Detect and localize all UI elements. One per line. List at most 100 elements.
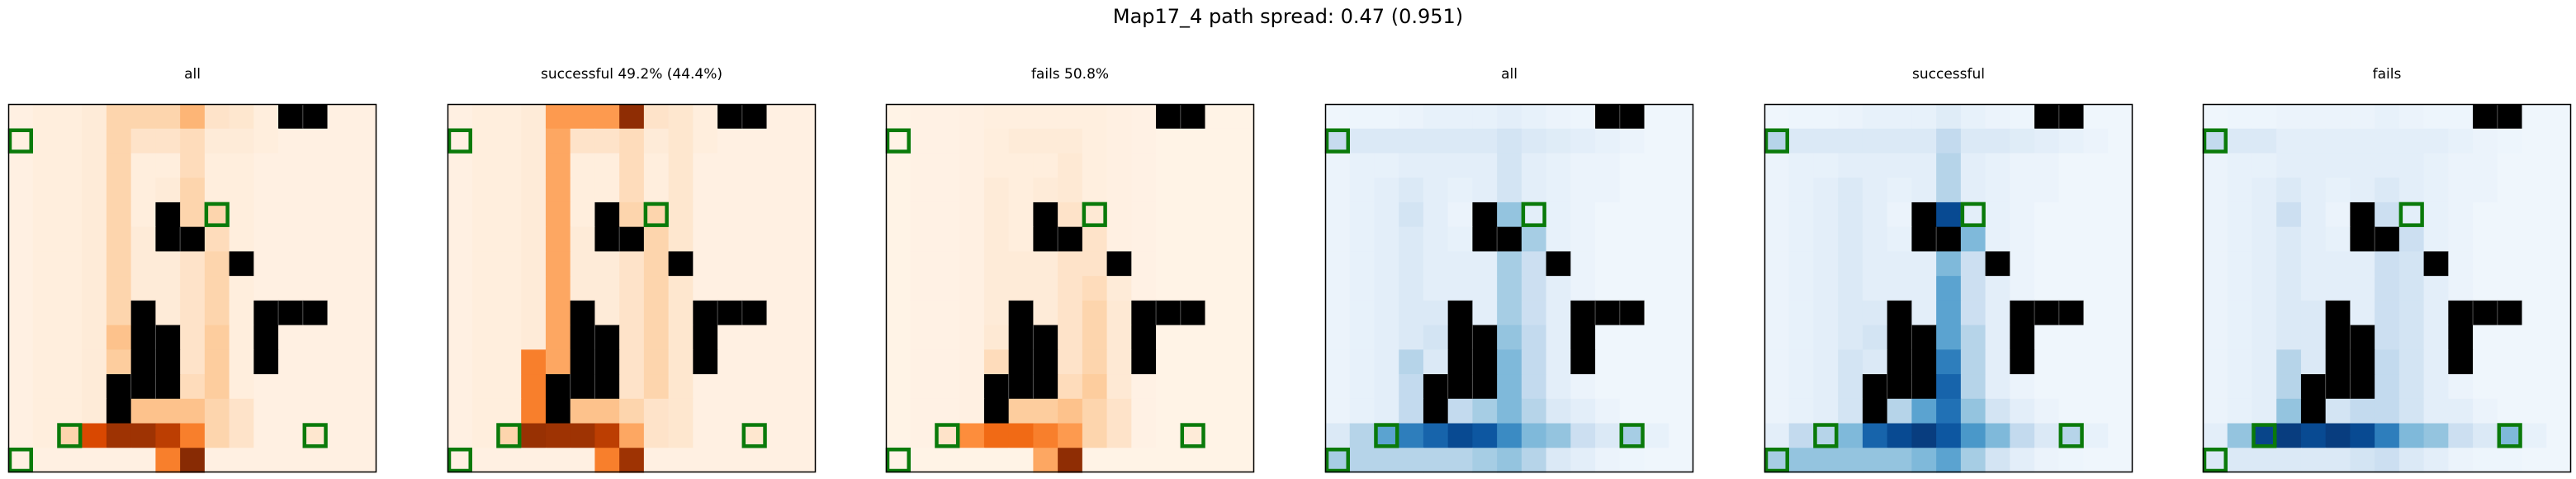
heatmap-cell [471,349,498,375]
heatmap-cell [1911,448,1937,473]
obstacle-cell [668,251,694,277]
heatmap-cell [2325,226,2351,252]
obstacle-cell [2325,300,2351,326]
panel-frame [447,103,817,473]
heatmap-cell [2325,128,2351,154]
heatmap-cell [521,374,547,400]
heatmap-cell [521,251,547,277]
heatmap-cell [791,104,817,130]
heatmap-cell [1521,178,1547,203]
heatmap-cell [2108,153,2133,178]
heatmap-cell [1180,128,1206,154]
heatmap-cell [2276,251,2302,277]
heatmap-cell [155,178,181,203]
heatmap-cell [1546,423,1571,448]
heatmap-cell [1229,374,1255,400]
heatmap-cell [521,300,547,326]
heatmap-cell [2227,325,2253,350]
heatmap-cell [2497,349,2523,375]
heatmap-cell [447,423,473,448]
heatmap-cell [741,374,768,400]
heatmap-cell [2058,276,2085,301]
heatmap-cell [8,251,34,277]
heatmap-cell [2058,226,2085,252]
heatmap-cell [1985,349,2010,375]
heatmap-cell [2058,423,2085,448]
heatmap-cell [1131,251,1157,277]
heatmap-cell [1788,202,1815,228]
heatmap-cell [2276,374,2302,400]
obstacle-cell [1472,349,1498,375]
heatmap-cell [2058,325,2085,350]
heatmap-cell [8,349,34,375]
heatmap-cell [229,202,254,228]
heatmap-cell [1497,398,1522,424]
heatmap-cell [1497,349,1522,375]
heatmap-cell [1838,202,1863,228]
heatmap-cell [204,226,230,252]
heatmap-cell [521,226,547,252]
heatmap-cell [2203,349,2228,375]
heatmap-cell [983,202,1010,228]
heatmap-cell [496,104,522,130]
heatmap-cell [155,251,181,277]
heatmap-cell [1644,178,1669,203]
heatmap-cell [643,300,670,326]
heatmap-cell [2497,423,2523,448]
heatmap-cell [570,226,595,252]
heatmap-cell [1521,325,1547,350]
heatmap-cell [1960,251,1986,277]
obstacle-cell [2300,374,2327,400]
heatmap-cell [2325,251,2351,277]
goal-marker [2398,202,2424,227]
heatmap-cell [2010,226,2035,252]
heatmap-cell [2227,374,2253,400]
heatmap-cell [1374,349,1399,375]
heatmap-cell [1033,398,1058,424]
heatmap-cell [741,202,768,228]
heatmap-cell [1644,128,1669,154]
heatmap-cell [1472,276,1498,301]
heatmap-cell [32,251,59,277]
heatmap-cell [2325,153,2351,178]
heatmap-cell [2300,325,2327,350]
heatmap-cell [959,325,985,350]
heatmap-cell [1058,178,1083,203]
heatmap-cell [1595,423,1621,448]
heatmap-cell [1595,153,1621,178]
heatmap-cell [2058,178,2085,203]
heatmap-cell [910,423,936,448]
heatmap-cell [1156,276,1181,301]
heatmap-cell [302,448,329,473]
heatmap-cell [910,178,936,203]
heatmap-cell [229,325,254,350]
panel-title: successful 49.2% (44.4%) [540,66,723,83]
heatmap-cell [791,374,817,400]
goal-marker [1960,202,1986,227]
heatmap-cell [496,325,522,350]
obstacle-cell [1447,349,1473,375]
heatmap-cell [496,300,522,326]
heatmap-cell [594,153,620,178]
obstacle-cell [545,398,571,424]
heatmap-cell [8,104,34,130]
heatmap-cell [32,226,59,252]
heatmap-cell [1521,448,1547,473]
heatmap-cell [1229,226,1255,252]
heatmap-cell [1180,251,1206,277]
obstacle-cell [983,374,1010,400]
heatmap-cell [1180,349,1206,375]
obstacle-cell [229,251,254,277]
heatmap-cell [886,398,912,424]
heatmap-cell [2375,325,2400,350]
heatmap-cell [180,128,206,154]
heatmap-cell [886,374,912,400]
heatmap-cell [1887,276,1912,301]
heatmap-cell [1325,325,1351,350]
heatmap-cell [570,251,595,277]
heatmap-cell [352,374,377,400]
heatmap-cell [1619,349,1646,375]
heatmap-cell [278,423,304,448]
heatmap-cell [521,202,547,228]
heatmap-cell [57,398,83,424]
